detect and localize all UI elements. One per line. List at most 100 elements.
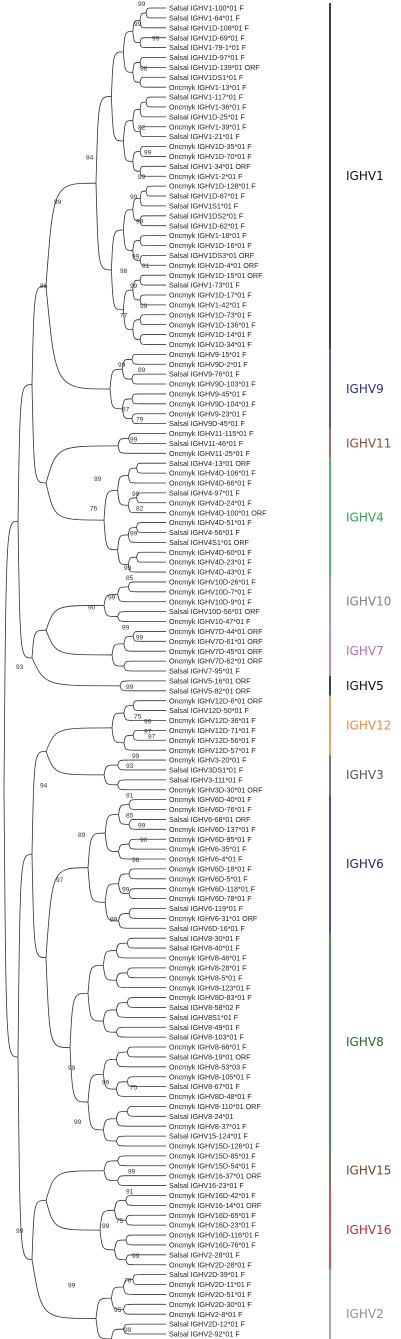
internal-branch	[123, 660, 134, 667]
internal-branch	[123, 742, 134, 751]
internal-branch	[115, 942, 128, 951]
backbone-branch	[31, 751, 47, 855]
leaf-label: Oncmyk IGHV6D-78*01 F	[169, 894, 252, 903]
internal-branch	[139, 12, 147, 21]
backbone-branch	[45, 630, 113, 656]
internal-branch	[132, 109, 141, 121]
internal-branch	[132, 735, 141, 741]
leaf-label: Oncmyk IGHV1D-136*01 F	[169, 320, 256, 329]
internal-branch	[118, 843, 129, 852]
leaf-label: Oncmyk IGHV9-23*01 F	[169, 409, 247, 418]
internal-branch	[132, 62, 141, 73]
internal-branch	[119, 680, 131, 686]
leaf-label: Oncmyk IGHV12D-56*01 F	[169, 736, 256, 745]
internal-branch	[115, 1009, 128, 1018]
leaf-label: Oncmyk IGHV1-2*01 F	[169, 172, 243, 181]
internal-branch	[139, 198, 147, 207]
internal-branch	[114, 1200, 126, 1211]
internal-branch	[125, 1239, 135, 1246]
leaf-label: Salsal IGHV8-40*01 F	[169, 944, 240, 953]
internal-branch	[117, 616, 129, 622]
bootstrap-value: 99	[108, 595, 116, 602]
internal-branch	[127, 586, 137, 593]
internal-branch	[109, 368, 123, 390]
backbone-branch	[31, 657, 121, 687]
leaf-label: Salsal IGHV1-117*01 F	[169, 93, 244, 102]
internal-branch	[123, 734, 134, 743]
internal-branch	[102, 1074, 117, 1090]
leaf-label: Oncmyk IGHV16-14*01 ORF	[169, 1201, 262, 1210]
bootstrap-value: 99	[132, 491, 140, 498]
internal-branch	[132, 289, 141, 301]
internal-branch	[139, 171, 147, 177]
bootstrap-value: 99	[94, 476, 102, 483]
leaf-label: Oncmyk IGHV1D-35*01 F	[169, 142, 252, 151]
bootstrap-value: 94	[40, 783, 48, 790]
internal-branch	[111, 727, 124, 744]
bootstrap-value: 90	[88, 605, 96, 612]
leaf-label: Salsal IGHV4S1*01 ORF	[169, 538, 250, 547]
bootstrap-value: 98	[140, 65, 148, 72]
clade-label: IGHV10	[346, 595, 391, 609]
internal-branch	[126, 1051, 136, 1058]
internal-branch	[123, 31, 133, 52]
internal-branch	[132, 72, 141, 83]
internal-branch	[111, 229, 124, 270]
internal-branch	[139, 62, 147, 68]
leaf-label: Salsal IGHV2D-39*01 F	[169, 1270, 246, 1279]
bootstrap-value: 99	[124, 565, 132, 572]
internal-branch	[95, 1297, 112, 1319]
internal-branch	[131, 378, 140, 385]
leaf-label: Salsal IGHV1S1*01 F	[169, 202, 239, 211]
leaf-label: Oncmyk IGHV6D-18*01 F	[169, 865, 252, 874]
internal-branch	[123, 1328, 133, 1335]
leaf-label: Oncmyk IGHV1D-15*01 ORF	[169, 271, 263, 280]
leaf-label: Oncmyk IGHV8D-83*01 F	[169, 993, 252, 1002]
leaf-label: Oncmyk IGHV16D-76*01 F	[169, 1241, 256, 1250]
leaf-label: Salsal IGHV2D-12*01 F	[169, 1320, 246, 1329]
internal-branch	[132, 1274, 141, 1280]
leaf-label: Oncmyk IGHV8-53*03 F	[169, 1062, 247, 1071]
internal-branch	[139, 294, 147, 300]
bootstrap-value: 78	[124, 1278, 132, 1285]
internal-branch	[127, 534, 137, 543]
internal-branch	[139, 82, 147, 88]
leaf-label: Oncmyk IGHV9D-104*01 F	[169, 399, 256, 408]
leaf-label: Oncmyk IGHV7D-62*01 ORF	[169, 657, 263, 666]
internal-branch	[115, 972, 128, 981]
internal-branch	[132, 209, 141, 222]
internal-branch	[126, 972, 136, 979]
bootstrap-value: 91	[126, 1188, 134, 1195]
internal-branch	[118, 873, 129, 884]
leaf-label: Salsal IGHV2-92*01 F	[169, 1330, 240, 1339]
internal-branch	[132, 120, 141, 133]
internal-branch	[102, 1009, 117, 1022]
backbone-branch	[45, 182, 97, 287]
internal-branch	[127, 505, 137, 514]
internal-branch	[126, 937, 136, 944]
internal-branch	[103, 490, 118, 521]
leaf-label: Salsal IGHV5-82*01 ORF	[169, 686, 251, 695]
leaf-label: Oncmyk IGHV8-110*01 ORF	[169, 1102, 261, 1111]
internal-branch	[115, 1026, 128, 1033]
internal-branch	[139, 334, 147, 340]
internal-branch	[111, 1298, 124, 1310]
internal-branch	[123, 309, 133, 331]
bootstrap-value: 99	[122, 624, 130, 631]
internal-branch	[128, 868, 138, 874]
internal-branch	[132, 700, 141, 706]
leaf-label: Oncmyk IGHV1-39*01 F	[169, 122, 247, 131]
internal-branch	[114, 1239, 126, 1250]
backbone-branch	[45, 445, 119, 484]
internal-branch	[128, 913, 138, 919]
backbone-branch	[17, 854, 33, 1058]
bootstrap-value: 99	[130, 436, 138, 443]
internal-branch	[115, 1118, 128, 1127]
internal-branch	[145, 185, 153, 192]
leaf-label: Salsal IGHV2-28*01 F	[169, 1250, 240, 1259]
internal-branch	[136, 468, 144, 474]
internal-branch	[111, 1286, 124, 1299]
internal-branch	[114, 1249, 126, 1261]
internal-branch	[128, 873, 138, 880]
